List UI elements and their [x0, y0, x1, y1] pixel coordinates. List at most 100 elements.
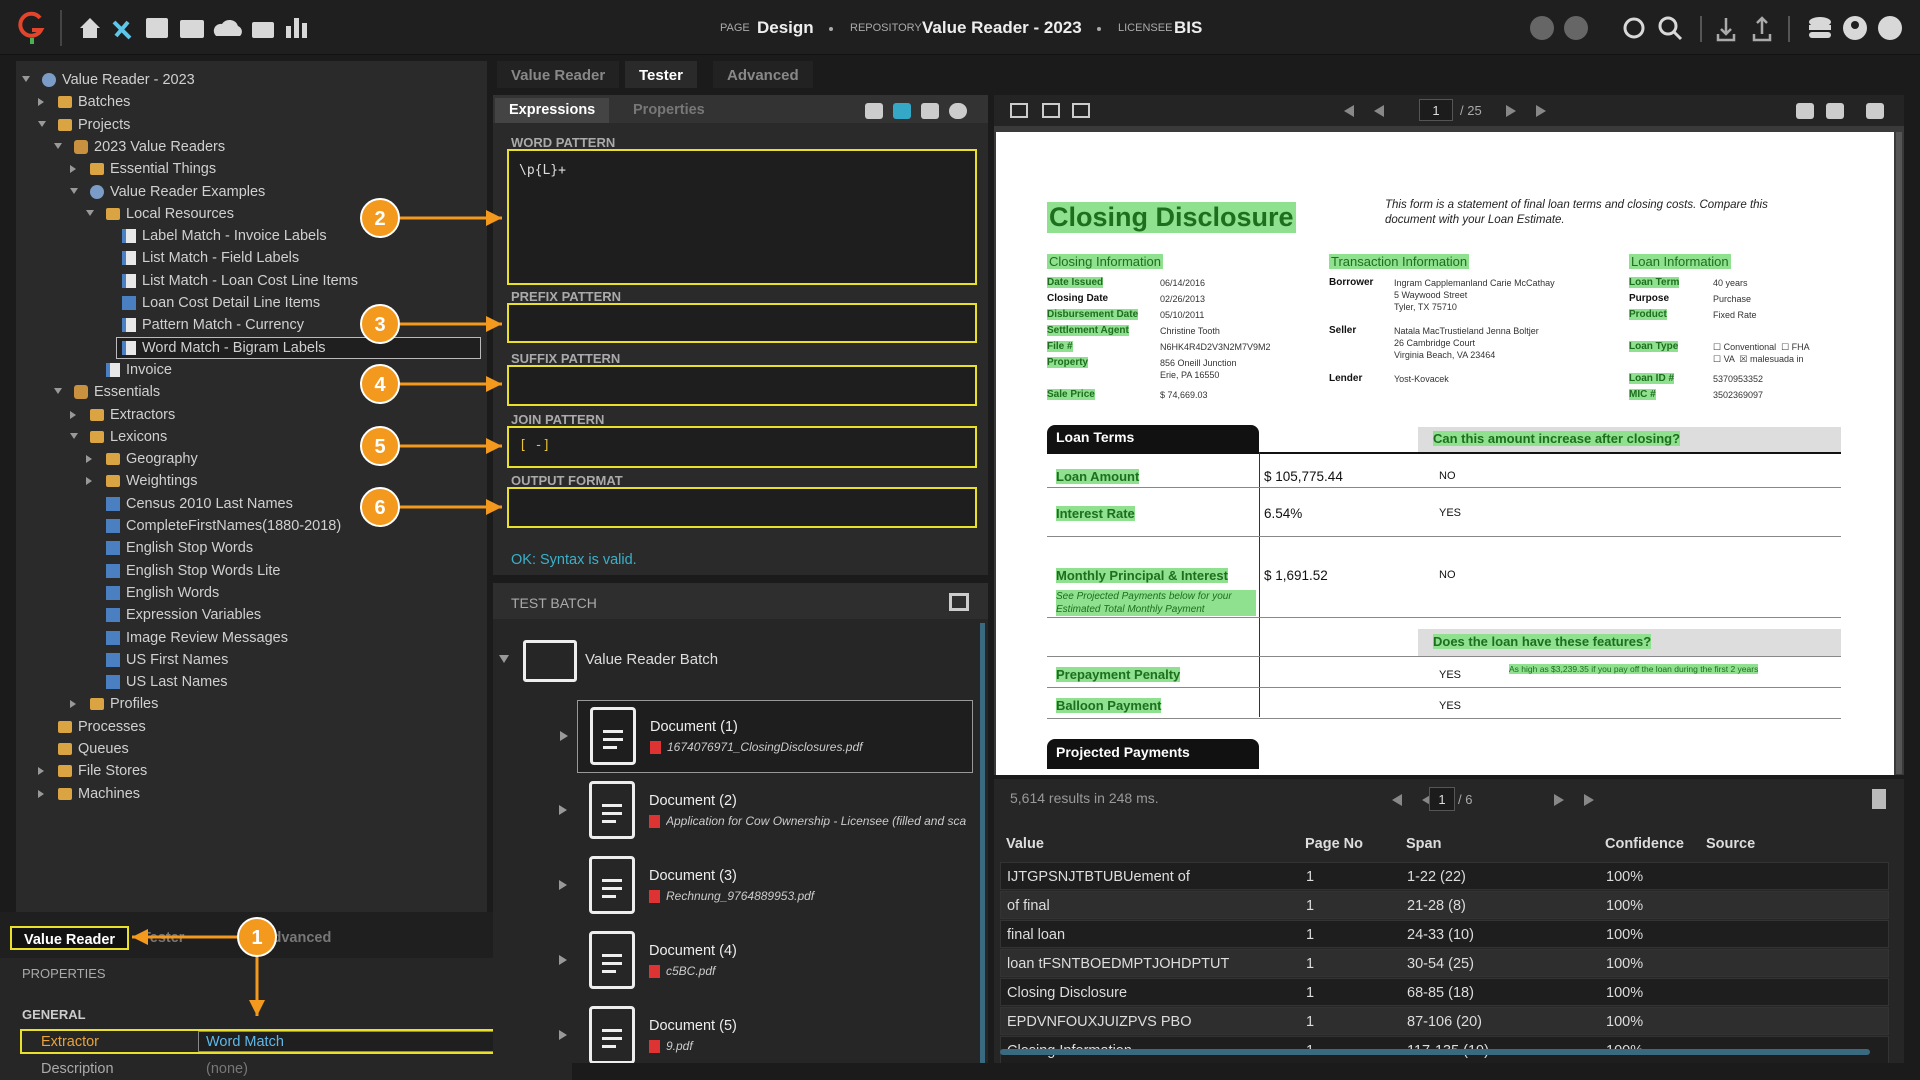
tree-row[interactable]: US Last Names — [16, 671, 487, 693]
tree-row[interactable]: Profiles — [16, 693, 487, 715]
page-nav[interactable] — [1536, 105, 1546, 117]
page-input[interactable]: 1 — [1429, 787, 1455, 811]
editor-action[interactable] — [949, 103, 967, 119]
tree-label[interactable]: Projects — [78, 116, 131, 133]
tree-label[interactable]: English Words — [126, 584, 220, 601]
tree-row[interactable]: Loan Cost Detail Line Items — [16, 292, 487, 314]
tree-label[interactable]: Label Match - Invoice Labels — [142, 228, 327, 245]
tree-label[interactable]: Local Resources — [126, 205, 234, 222]
column-header[interactable]: Source — [1706, 836, 1756, 852]
properties-tab[interactable]: Advanced — [262, 930, 332, 946]
tree-label[interactable]: Essential Things — [110, 161, 217, 178]
result-row[interactable]: IJTGPSNJTBTUBUement of 1 1-22 (22) 100% — [1000, 862, 1889, 890]
result-row[interactable]: Closing Disclosure 1 68-85 (18) 100% — [1000, 978, 1889, 1006]
pattern-input[interactable] — [507, 487, 977, 528]
tree-label[interactable]: Value Reader Examples — [110, 183, 266, 200]
tree-label[interactable]: Expression Variables — [126, 607, 262, 624]
pattern-input[interactable] — [507, 365, 977, 406]
tree-row[interactable]: 2023 Value Readers — [16, 136, 487, 158]
column-header[interactable]: Page No — [1305, 836, 1364, 852]
folder-icon[interactable] — [523, 640, 577, 682]
result-row[interactable]: EPDVNFOUXJUIZPVS PBO 1 87-106 (20) 100% — [1000, 1007, 1889, 1035]
tree-row[interactable]: English Stop Words Lite — [16, 560, 487, 582]
tree-label[interactable]: English Stop Words — [126, 540, 254, 557]
editor-action[interactable] — [893, 103, 911, 119]
tree-row[interactable]: US First Names — [16, 649, 487, 671]
collapsed-arrow[interactable] — [70, 165, 76, 174]
tree-row[interactable]: Word Match - Bigram Labels — [16, 336, 487, 359]
tree-label[interactable]: English Stop Words Lite — [126, 562, 281, 579]
collapsed-arrow[interactable] — [86, 455, 92, 464]
tree-label[interactable]: Profiles — [110, 696, 159, 713]
tree-label[interactable]: Lexicons — [110, 428, 168, 445]
column-header[interactable]: Value — [1006, 836, 1044, 852]
page-nav[interactable] — [1344, 105, 1354, 117]
tree-label[interactable]: Invoice — [126, 361, 172, 378]
tree-row[interactable]: Queues — [16, 738, 487, 760]
tree-row[interactable]: Pattern Match - Currency — [16, 314, 487, 336]
tree-label[interactable]: File Stores — [78, 763, 148, 780]
pattern-input[interactable] — [507, 303, 977, 343]
tree-row[interactable]: CompleteFirstNames(1880-2018) — [16, 515, 487, 537]
tree-label[interactable]: 2023 Value Readers — [94, 138, 226, 155]
document-row[interactable]: Document (4) c5BC.pdf — [559, 925, 973, 998]
tree-row[interactable]: English Stop Words — [16, 537, 487, 559]
tree-label[interactable]: Processes — [78, 718, 146, 735]
tree-row[interactable]: Image Review Messages — [16, 627, 487, 649]
tree-label[interactable]: CompleteFirstNames(1880-2018) — [126, 518, 342, 534]
tree-row[interactable]: Geography — [16, 448, 487, 470]
tree-label[interactable]: Queues — [78, 741, 129, 757]
column-header[interactable]: Confidence — [1605, 836, 1684, 852]
column-header[interactable]: Span — [1406, 836, 1442, 852]
tree-row[interactable]: English Words — [16, 582, 487, 604]
expanded-arrow[interactable] — [70, 432, 78, 439]
collapsed-arrow[interactable] — [38, 98, 44, 107]
tree-row[interactable]: Machines — [16, 783, 487, 805]
properties-tab[interactable]: Tester — [142, 930, 185, 946]
editor-tab[interactable]: Tester — [625, 61, 697, 88]
view-tool[interactable] — [1072, 103, 1090, 118]
tree-label[interactable]: Image Review Messages — [126, 629, 288, 646]
tree-row[interactable]: Projects — [16, 114, 487, 136]
expanded-arrow[interactable] — [22, 76, 30, 82]
tree-row[interactable]: Essentials — [16, 381, 487, 403]
collapsed-arrow[interactable] — [38, 789, 44, 798]
tree-row[interactable]: Census 2010 Last Names — [16, 493, 487, 515]
tree-label[interactable]: Value Reader - 2023 — [62, 72, 195, 88]
tree-label[interactable]: Loan Cost Detail Line Items — [142, 295, 321, 311]
editor-tab[interactable]: Value Reader — [497, 61, 620, 88]
tree-row[interactable]: Label Match - Invoice Labels — [16, 225, 487, 247]
tree-row[interactable]: Value Reader Examples — [16, 181, 487, 203]
folder-name[interactable]: Value Reader Batch — [585, 651, 719, 668]
pattern-input[interactable]: \p{L}+ — [507, 149, 977, 285]
result-row[interactable]: loan tFSNTBOEDMPTJOHDPTUT 1 30-54 (25) 100% — [1000, 949, 1889, 977]
viewer-action[interactable] — [1796, 103, 1814, 119]
page-nav[interactable] — [1584, 794, 1594, 806]
tree-label[interactable]: US First Names — [126, 651, 229, 668]
tree-row[interactable]: Processes — [16, 716, 487, 738]
collapsed-arrow[interactable] — [70, 410, 76, 419]
tree-label[interactable]: Machines — [78, 785, 141, 802]
tree-row[interactable]: Weightings — [16, 470, 487, 492]
tree-row[interactable]: File Stores — [16, 760, 487, 782]
subtab[interactable]: Expressions — [495, 98, 610, 123]
tree-label[interactable]: Batches — [78, 94, 131, 111]
viewer-action[interactable] — [1866, 103, 1884, 119]
property-value[interactable]: (none) — [206, 1061, 248, 1077]
tree-row[interactable]: Local Resources — [16, 203, 487, 225]
expanded-arrow[interactable] — [54, 388, 62, 395]
tree-row[interactable]: Batches — [16, 91, 487, 113]
page-input[interactable]: 1 — [1419, 99, 1453, 121]
tree-label[interactable]: Word Match - Bigram Labels — [142, 339, 326, 356]
page-nav[interactable] — [1422, 794, 1432, 806]
expanded-arrow[interactable] — [54, 142, 62, 149]
document-row[interactable]: Document (1) 1674076971_ClosingDisclosure… — [560, 700, 973, 773]
subtab[interactable]: Properties — [633, 102, 705, 118]
tree-label[interactable]: Pattern Match - Currency — [142, 317, 304, 334]
tree-label[interactable]: Census 2010 Last Names — [126, 495, 293, 512]
editor-action[interactable] — [921, 103, 939, 119]
tree-label[interactable]: Extractors — [110, 406, 176, 423]
clear-icon[interactable] — [1872, 789, 1886, 809]
expanded-arrow[interactable] — [70, 187, 78, 194]
tree-row[interactable]: Invoice — [16, 359, 487, 381]
